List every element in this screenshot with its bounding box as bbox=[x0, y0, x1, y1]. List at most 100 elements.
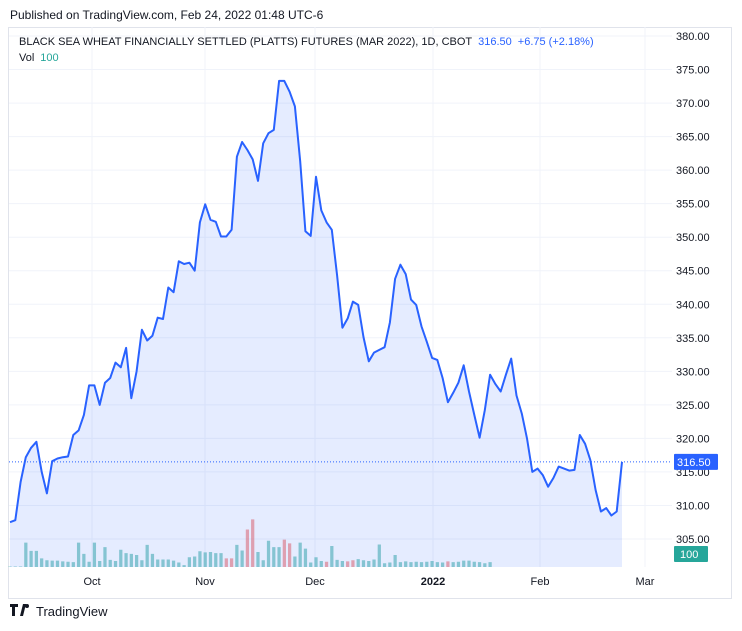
volume-bar bbox=[29, 550, 33, 567]
volume-bar bbox=[203, 552, 207, 567]
price-tick-label: 335.00 bbox=[676, 333, 710, 345]
volume-bar bbox=[182, 565, 186, 567]
time-axis[interactable]: Oct Nov Dec 2022 Feb Mar bbox=[83, 576, 654, 588]
volume-bar bbox=[456, 561, 461, 567]
volume-bar bbox=[324, 561, 329, 567]
volume-bar bbox=[219, 553, 223, 567]
volume-bar bbox=[98, 561, 102, 567]
price-tick-label: 350.00 bbox=[676, 232, 710, 244]
volume-bar bbox=[193, 556, 197, 567]
volume-bar bbox=[277, 547, 281, 567]
price-tick-label: 355.00 bbox=[676, 199, 710, 211]
volume-bar bbox=[198, 551, 202, 567]
volume-bar bbox=[50, 560, 54, 567]
volume-bar bbox=[34, 550, 39, 567]
symbol-title: BLACK SEA WHEAT FINANCIALLY SETTLED (PLA… bbox=[19, 36, 473, 48]
legend-change: +6.75 (+2.18%) bbox=[517, 36, 594, 48]
volume-bar bbox=[414, 561, 418, 567]
price-tick-label: 315.00 bbox=[676, 467, 710, 479]
volume-bar bbox=[229, 558, 234, 567]
volume-bar bbox=[462, 560, 466, 567]
price-tick-label: 345.00 bbox=[676, 266, 710, 278]
legend-price: 316.50 bbox=[478, 36, 512, 48]
volume-bar bbox=[404, 561, 408, 567]
volume-bar bbox=[124, 553, 128, 567]
volume-bar bbox=[293, 556, 297, 567]
volume-bars bbox=[8, 519, 492, 567]
volume-bar bbox=[145, 544, 149, 567]
volume-bar bbox=[409, 562, 413, 567]
volume-bar bbox=[340, 561, 345, 567]
volume-bar bbox=[351, 560, 355, 567]
last-volume-text: 100 bbox=[680, 549, 698, 561]
volume-bar bbox=[82, 553, 86, 567]
volume-bar bbox=[18, 566, 23, 567]
volume-bar bbox=[303, 548, 308, 567]
volume-bar bbox=[361, 560, 366, 567]
time-tick-label: 2022 bbox=[421, 576, 445, 588]
volume-bar bbox=[208, 552, 213, 567]
volume-bar bbox=[134, 555, 139, 567]
time-tick-label: Oct bbox=[83, 576, 100, 588]
volume-bar bbox=[346, 561, 350, 567]
volume-bar bbox=[24, 542, 28, 567]
volume-bar bbox=[245, 529, 250, 567]
price-area-fill bbox=[10, 80, 622, 568]
footer-brand[interactable]: TradingView bbox=[10, 604, 108, 619]
price-tick-label: 305.00 bbox=[676, 534, 710, 546]
volume-bar bbox=[156, 559, 160, 567]
volume-bar bbox=[251, 519, 255, 567]
volume-bar bbox=[150, 553, 155, 567]
tradingview-logo-icon bbox=[10, 604, 32, 619]
volume-bar bbox=[477, 562, 482, 567]
volume-bar bbox=[298, 542, 302, 567]
volume-bar bbox=[187, 557, 192, 567]
volume-bar bbox=[372, 559, 376, 567]
volume-bar bbox=[166, 559, 170, 567]
volume-bar bbox=[398, 562, 403, 567]
volume-bar bbox=[177, 562, 181, 567]
volume-bar bbox=[382, 563, 387, 567]
volume-bar bbox=[483, 563, 487, 567]
time-tick-label: Nov bbox=[195, 576, 215, 588]
volume-bar bbox=[119, 549, 123, 567]
price-chart[interactable]: 380.00 375.00 370.00 365.00 360.00 355.00 350.… bbox=[8, 27, 732, 599]
chart-legend: BLACK SEA WHEAT FINANCIALLY SETTLED (PLA… bbox=[19, 36, 594, 48]
volume-bar bbox=[319, 561, 323, 567]
brand-name: TradingView bbox=[36, 604, 108, 619]
volume-bar bbox=[435, 562, 439, 567]
price-tick-label: 310.00 bbox=[676, 500, 710, 512]
price-tick-label: 360.00 bbox=[676, 165, 710, 177]
price-tick-label: 380.00 bbox=[676, 31, 710, 43]
volume-value: 100 bbox=[40, 52, 59, 64]
volume-bar bbox=[103, 547, 107, 567]
volume-bar bbox=[108, 559, 112, 567]
volume-bar bbox=[440, 562, 445, 567]
volume-bar bbox=[113, 561, 118, 567]
volume-bar bbox=[282, 539, 286, 567]
price-axis[interactable]: 380.00 375.00 370.00 365.00 360.00 355.00 350.… bbox=[676, 31, 710, 546]
time-tick-label: Feb bbox=[531, 576, 550, 588]
volume-bar bbox=[161, 559, 165, 567]
price-tick-label: 370.00 bbox=[676, 98, 710, 110]
price-tick-label: 340.00 bbox=[676, 299, 710, 311]
volume-bar bbox=[451, 562, 455, 567]
volume-bar bbox=[419, 562, 424, 567]
volume-bar bbox=[214, 553, 218, 567]
published-caption: Published on TradingView.com, Feb 24, 20… bbox=[10, 8, 324, 22]
volume-label: Vol bbox=[19, 52, 35, 64]
volume-bar bbox=[335, 559, 339, 567]
volume-bar bbox=[272, 547, 276, 567]
volume-bar bbox=[240, 550, 244, 567]
price-line bbox=[9, 79, 623, 524]
time-tick-label: Dec bbox=[305, 576, 325, 588]
price-tick-label: 375.00 bbox=[676, 65, 710, 77]
volume-bar bbox=[45, 560, 49, 567]
volume-legend: Vol 100 bbox=[19, 52, 59, 64]
volume-bar bbox=[467, 560, 471, 567]
last-volume-label: 100 bbox=[674, 546, 708, 562]
volume-bar bbox=[61, 561, 65, 567]
volume-bar bbox=[71, 562, 75, 567]
volume-bar bbox=[66, 561, 70, 567]
price-tick-label: 365.00 bbox=[676, 132, 710, 144]
